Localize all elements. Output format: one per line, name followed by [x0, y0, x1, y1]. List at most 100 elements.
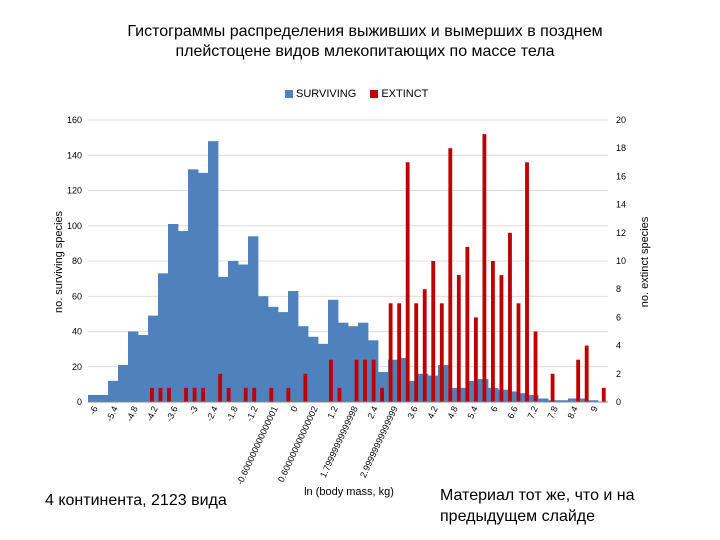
extinct-bar: [363, 359, 367, 402]
left-tick-label: 20: [72, 362, 82, 372]
extinct-bar: [525, 162, 529, 402]
extinct-bar: [405, 162, 410, 402]
surviving-bar: [88, 394, 99, 402]
x-tick-label: 4.8: [445, 405, 459, 421]
extinct-bar: [439, 303, 444, 402]
extinct-bar: [286, 387, 291, 402]
surviving-bar: [338, 322, 349, 402]
x-tick-label: 3.6: [405, 405, 419, 421]
surviving-bar: [268, 306, 279, 402]
x-tick-label: 2.99999999999999: [358, 405, 400, 480]
x-tick-label: 0: [289, 405, 300, 414]
x-tick-label: 1.79999999999998: [318, 405, 360, 480]
legend-swatch-extinct: [370, 90, 379, 98]
extinct-bar: [380, 387, 385, 402]
x-tick-label: 7.2: [525, 405, 539, 421]
extinct-bar: [482, 134, 487, 402]
extinct-bar: [243, 387, 248, 402]
extinct-bar: [533, 331, 538, 402]
surviving-bar: [188, 169, 199, 402]
surviving-bar: [98, 394, 109, 402]
extinct-bar: [158, 387, 163, 402]
extinct-bar: [303, 373, 308, 402]
x-axis-ticks: -6 -5.4 -4.8 -4.2 -3.6 -3 -2.4 -1.8 -1.2-0.60000…: [87, 405, 599, 487]
x-tick-label: -1.2: [244, 405, 260, 423]
extinct-bar: [576, 359, 581, 402]
extinct-bar: [550, 373, 555, 402]
extinct-bar: [329, 359, 333, 402]
chart-title: Гистограммы распределения выживших и вым…: [40, 22, 690, 62]
legend-label-surviving: SURVIVING: [296, 88, 357, 100]
left-axis-label: no. surviving species: [53, 210, 65, 313]
surviving-bar: [348, 326, 359, 402]
surviving-bar: [168, 223, 179, 402]
surviving-bar: [208, 141, 219, 402]
right-tick-label: 10: [616, 256, 626, 266]
right-axis-ticks: 0 2 4 6 8 10 12 14 16 18 20: [616, 115, 626, 407]
legend-item-extinct: EXTINCT: [370, 88, 428, 100]
extinct-bar: [226, 387, 231, 402]
bars-extinct: [150, 134, 606, 402]
bars-surviving: [88, 141, 599, 402]
extinct-bar: [371, 359, 376, 402]
extinct-bar: [491, 261, 495, 402]
surviving-bar: [458, 387, 469, 402]
surviving-bar: [278, 312, 289, 402]
surviving-bar: [198, 172, 209, 402]
extinct-bar: [508, 232, 512, 402]
x-tick-label: -0.600000000000001: [235, 405, 280, 487]
extinct-bar: [252, 387, 257, 402]
chart-legend: SURVIVING EXTINCT: [285, 88, 428, 100]
x-tick-label: -6: [87, 405, 99, 416]
x-tick-label: 7.8: [545, 405, 559, 421]
x-axis-label: ln (body mass, kg): [304, 486, 394, 498]
right-axis-label: no. extinct species: [639, 216, 651, 307]
left-tick-label: 100: [67, 221, 82, 231]
right-tick-label: 8: [616, 284, 621, 294]
right-tick-label: 6: [616, 312, 621, 322]
extinct-bar: [473, 317, 478, 402]
right-tick-label: 18: [616, 143, 626, 153]
x-tick-label: -4.2: [144, 405, 160, 423]
x-tick-label: -2.4: [204, 405, 220, 423]
extinct-bar: [184, 387, 188, 402]
x-tick-label: 6: [489, 405, 500, 414]
surviving-bar: [558, 400, 569, 402]
extinct-bar: [192, 387, 197, 402]
surviving-bar: [468, 380, 479, 402]
extinct-bar: [465, 246, 470, 402]
x-tick-label: 9: [589, 405, 600, 414]
surviving-bar: [538, 398, 549, 402]
x-tick-label: -4.8: [124, 405, 140, 423]
legend-item-surviving: SURVIVING: [285, 88, 356, 100]
surviving-bar: [288, 290, 299, 402]
surviving-bar: [118, 364, 129, 402]
extinct-bar: [601, 387, 606, 402]
x-tick-label: -5.4: [104, 405, 120, 423]
note-same-material: Материал тот же, что и на предыдущем сла…: [440, 487, 635, 525]
extinct-bar: [456, 275, 461, 402]
surviving-bar: [218, 276, 229, 402]
surviving-bar: [518, 393, 529, 402]
surviving-bar: [318, 343, 329, 402]
surviving-bar: [328, 299, 339, 402]
x-tick-label: 1.2: [325, 405, 339, 421]
left-axis-ticks: 0 20 40 60 80 100 120 140 160: [67, 115, 82, 407]
surviving-bar: [128, 331, 139, 402]
surviving-bar: [178, 231, 189, 402]
surviving-bar: [398, 357, 409, 402]
right-tick-label: 4: [616, 341, 621, 351]
extinct-bar: [269, 387, 274, 402]
x-tick-label: 2.4: [365, 405, 379, 421]
surviving-bar: [258, 296, 269, 402]
right-tick-label: 12: [616, 228, 626, 238]
surviving-bar: [248, 236, 259, 402]
surviving-bar: [568, 398, 579, 402]
extinct-bar: [218, 373, 223, 402]
x-tick-label: -1.8: [224, 405, 240, 423]
legend-swatch-surviving: [285, 90, 293, 98]
x-tick-label: 0.600000000000002: [276, 405, 320, 484]
left-tick-label: 0: [77, 397, 82, 407]
chart-title-line1: Гистограммы распределения выживших и вым…: [127, 23, 603, 40]
